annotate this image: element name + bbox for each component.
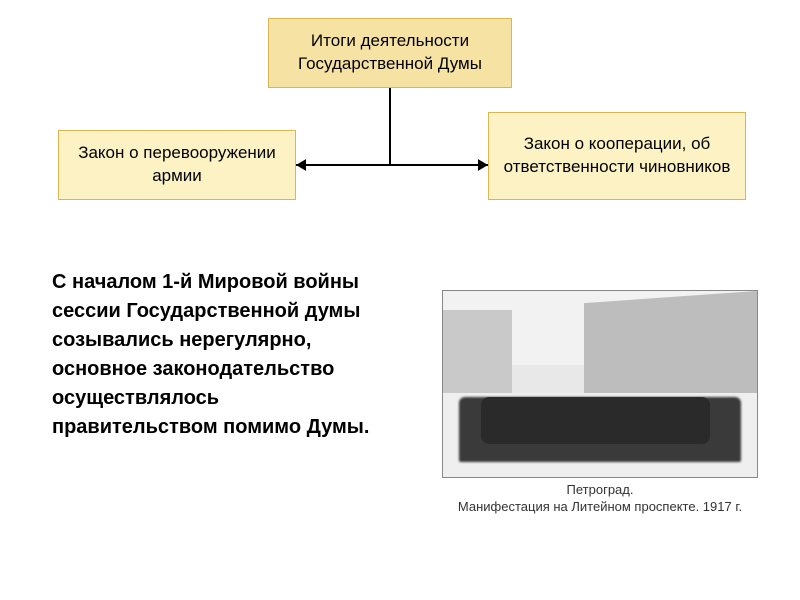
diagram-child-left-box: Закон о перевооружении армии	[58, 130, 296, 200]
arrow-right	[478, 159, 488, 171]
diagram-child-right-label: Закон о кооперации, об ответственности ч…	[503, 133, 731, 179]
diagram-child-right-box: Закон о кооперации, об ответственности ч…	[488, 112, 746, 200]
diagram-child-left-label: Закон о перевооружении армии	[73, 142, 281, 188]
figure-image	[442, 290, 758, 478]
figure-caption-line2: Манифестация на Литейном проспекте. 1917…	[442, 499, 758, 516]
arrow-left	[296, 159, 306, 171]
figure: Петроград. Манифестация на Литейном прос…	[442, 290, 758, 516]
body-paragraph: С началом 1-й Мировой войны сессии Госуд…	[52, 268, 382, 442]
diagram-root-box: Итоги деятельности Государственной Думы	[268, 18, 512, 88]
figure-caption: Петроград. Манифестация на Литейном прос…	[442, 482, 758, 516]
figure-caption-line1: Петроград.	[442, 482, 758, 499]
diagram-root-label: Итоги деятельности Государственной Думы	[283, 30, 497, 76]
